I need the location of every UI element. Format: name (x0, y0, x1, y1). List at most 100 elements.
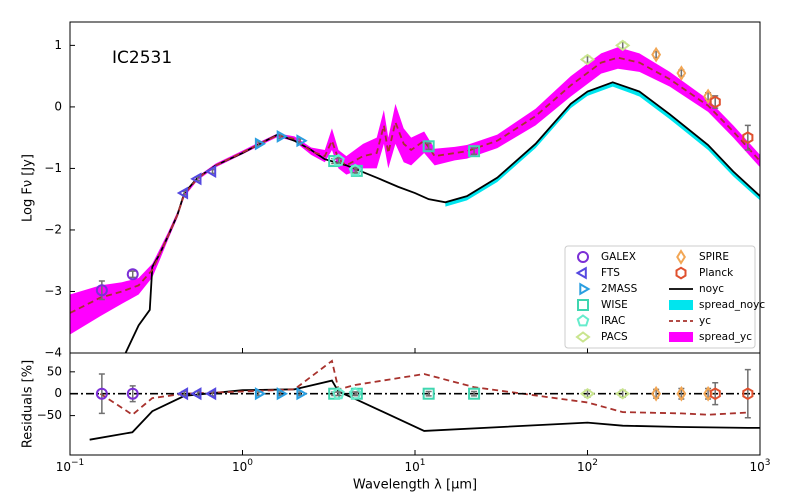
x-tick-label: 103 (749, 458, 770, 474)
data-point (579, 387, 596, 400)
legend-marker (575, 266, 587, 280)
legend-marker (675, 266, 687, 280)
x-tick-label: 10−1 (56, 458, 85, 474)
error-bar (352, 391, 359, 397)
data-point (676, 385, 687, 402)
data-point (468, 145, 481, 158)
error-bar (425, 390, 432, 397)
legend-marker (576, 314, 590, 327)
legend-patch (669, 332, 693, 342)
data-point (422, 140, 435, 153)
data-point (296, 387, 308, 401)
legend-label: noyc (699, 283, 724, 295)
data-point (422, 387, 435, 400)
legend-label: yc (699, 315, 711, 327)
residual-frame (69, 352, 761, 456)
residual-y-tick-label: −50 (37, 408, 62, 422)
residual-y-tick-label: 0 (54, 386, 62, 400)
data-point (703, 88, 713, 105)
spread-band (445, 82, 760, 207)
data-point (709, 95, 721, 109)
legend-label: spread_yc (699, 331, 752, 343)
error-bar (744, 368, 751, 419)
data-point (348, 386, 362, 400)
residual-axis-label: Residuals [%] (21, 360, 36, 448)
data-point (651, 385, 662, 402)
data-point (332, 153, 345, 166)
error-bar (98, 280, 105, 301)
legend-marker (575, 331, 591, 343)
data-point (703, 385, 713, 402)
data-point (296, 134, 308, 148)
y-tick-label: 0 (54, 99, 62, 113)
legend-label: FTS (601, 267, 620, 279)
legend-label: spread_noyc (699, 299, 765, 311)
data-point (332, 386, 345, 400)
data-point (95, 284, 108, 297)
error-bar (471, 390, 478, 397)
data-point (176, 186, 189, 200)
y-tick-label: 1 (54, 38, 62, 52)
legend-box (564, 245, 756, 349)
data-point (742, 131, 754, 145)
data-point (205, 164, 217, 179)
data-point (190, 172, 202, 186)
error-bar (335, 157, 342, 164)
data-point (176, 387, 189, 401)
error-bar (425, 142, 432, 151)
y-tick-label: −4 (44, 346, 62, 360)
y-tick-label: −2 (44, 222, 62, 236)
axes: 10−1 100 101 102 103 −4 −3 −2 −1 0 1 −50 0 50 GALEX FTS… (37, 21, 771, 474)
data-point (615, 387, 631, 400)
data-point (95, 387, 108, 400)
data-point (126, 268, 139, 281)
legend-label: PACS (601, 331, 628, 343)
data-point (579, 53, 596, 66)
data-point (651, 46, 662, 63)
data-point (276, 129, 289, 143)
y-tick-label: −3 (44, 284, 62, 298)
legend-marker (579, 282, 591, 296)
legend-label: WISE (601, 299, 628, 311)
legend-label: 2MASS (601, 283, 638, 295)
error-bar (352, 167, 359, 174)
legend-marker (676, 249, 686, 265)
data-point (676, 65, 687, 81)
data-point (205, 387, 217, 401)
residual-y-tick-label: 50 (47, 364, 62, 378)
data-point (468, 387, 481, 400)
data-point (126, 387, 139, 400)
annotation: IC2531 (112, 48, 172, 68)
data-point (348, 163, 362, 176)
x-tick-label: 102 (577, 458, 598, 474)
error-bar (712, 382, 719, 406)
x-tick-label: 100 (232, 458, 253, 474)
model-line (124, 81, 760, 353)
error-bar (744, 124, 751, 151)
data-point (709, 387, 721, 401)
legend-label: Planck (699, 267, 734, 279)
legend-label: GALEX (601, 251, 636, 263)
legend-patch (669, 300, 693, 310)
legend-marker (577, 251, 589, 263)
data-point (254, 387, 267, 401)
data-point (615, 39, 631, 52)
y-tick-label: −1 (44, 161, 62, 175)
data-point (276, 387, 288, 401)
legend-label: SPIRE (699, 251, 729, 263)
top-plot (70, 39, 760, 353)
data-point (254, 137, 267, 151)
error-bar (471, 147, 478, 156)
error-bar (98, 373, 105, 415)
error-bar (129, 270, 136, 279)
x-axis-label: Wavelength λ [μm] (353, 478, 477, 493)
x-tick-label: 101 (404, 458, 425, 474)
residual-line (99, 359, 748, 416)
legend-label: IRAC (601, 315, 625, 327)
error-bar (335, 391, 342, 397)
data-point (190, 387, 202, 401)
y-axis-label: Log Fν [Jy] (21, 154, 36, 222)
legend-marker (577, 299, 589, 311)
data-point (742, 387, 754, 401)
